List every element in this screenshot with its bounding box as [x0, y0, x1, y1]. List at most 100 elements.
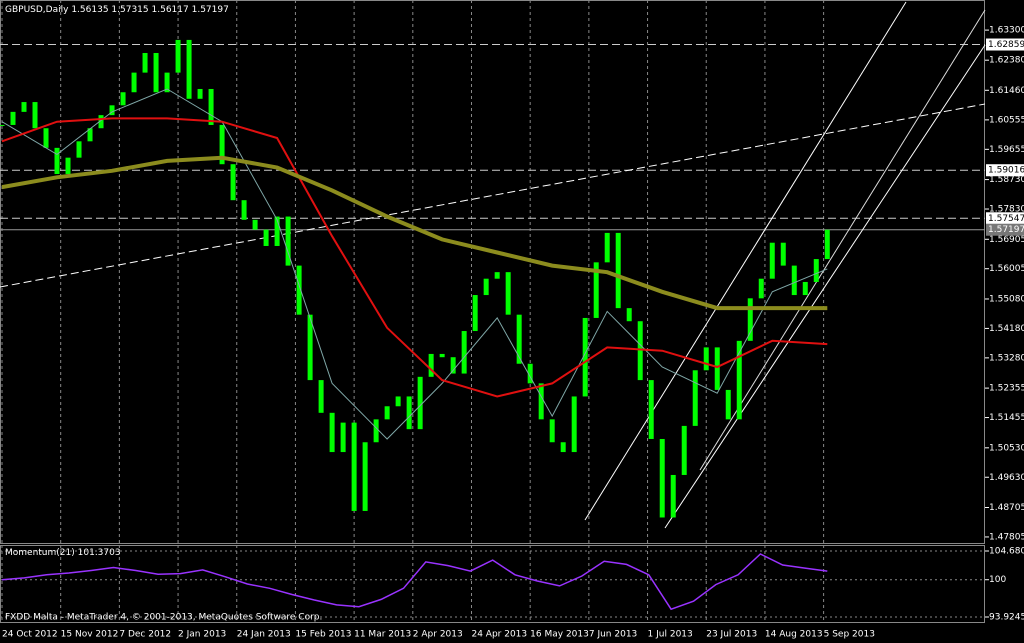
candle: [769, 242, 775, 279]
candle: [43, 128, 49, 148]
candle: [505, 272, 511, 315]
candle: [219, 124, 225, 165]
x-tick-label: 2 Apr 2013: [413, 630, 463, 640]
current-price-label: 1.57197: [988, 225, 1024, 235]
candle: [329, 412, 335, 453]
y-tick-label: 1.49630: [989, 473, 1024, 483]
candle: [153, 52, 159, 93]
y-tick-label: 1.52355: [989, 384, 1024, 394]
candle: [65, 157, 71, 175]
candle: [252, 219, 258, 230]
y-tick-label: 1.61460: [989, 86, 1024, 96]
candle: [186, 39, 192, 99]
candle: [384, 406, 390, 420]
candle: [549, 419, 555, 443]
y-tick-label: 1.50530: [989, 443, 1024, 453]
candle: [450, 357, 456, 374]
y-tick-label: 104.6803: [989, 547, 1024, 557]
high: 1.57315: [111, 5, 148, 15]
open: 1.56135: [71, 5, 108, 15]
y-tick-label: 1.60555: [989, 115, 1024, 125]
indicator-panel-frame: [0, 545, 985, 623]
candle: [10, 111, 16, 125]
symbol: GBPUSD,Daily: [5, 5, 69, 15]
candle: [307, 314, 313, 381]
candle: [483, 278, 489, 296]
close: 1.57197: [192, 5, 229, 15]
candle: [813, 259, 819, 282]
trendline: [0, 103, 986, 288]
candle: [395, 396, 401, 407]
candle: [142, 52, 148, 73]
indicator-name: Momentum(21): [5, 548, 75, 558]
y-tick-label: 1.51455: [989, 413, 1024, 423]
candle: [747, 298, 753, 341]
plot: [0, 39, 830, 611]
candle: [472, 295, 478, 332]
candle: [406, 396, 412, 430]
main-panel-frame: [0, 0, 985, 544]
y-tick-label: 1.57830: [989, 205, 1024, 215]
candle: [439, 353, 445, 358]
candle: [637, 321, 643, 381]
candle: [164, 72, 170, 93]
candle: [175, 39, 181, 73]
x-tick-label: 7 Jun 2013: [589, 630, 637, 640]
candle: [692, 370, 698, 426]
candle: [263, 229, 269, 246]
x-tick-label: 2 Jan 2013: [178, 630, 226, 640]
x-tick-label: 24 Oct 2012: [2, 630, 58, 640]
candle: [648, 380, 654, 439]
y-tick-label: 1.55080: [989, 294, 1024, 304]
candle: [428, 353, 434, 377]
candle: [109, 105, 115, 116]
y-tick-label: 1.56905: [989, 235, 1024, 245]
price-level-label: 1.62859: [988, 40, 1024, 50]
candle: [98, 115, 104, 129]
candle: [120, 92, 126, 106]
y-tick-label: 1.58730: [989, 175, 1024, 185]
candle: [681, 425, 687, 475]
y-tick-label: 1.62380: [989, 56, 1024, 66]
candle: [791, 265, 797, 296]
candle: [274, 216, 280, 246]
candle: [824, 229, 830, 260]
x-tick-label: 11 Mar 2013: [354, 630, 411, 640]
x-tick-label: 23 Jul 2013: [706, 630, 757, 640]
candle: [318, 380, 324, 413]
candle: [351, 422, 357, 511]
candle: [593, 262, 599, 318]
y-tick-label: 100: [989, 575, 1006, 585]
y-tick-label: 1.54180: [989, 324, 1024, 334]
candle: [87, 128, 93, 142]
y-tick-label: 1.47805: [989, 532, 1024, 542]
price-level-label: 1.59016: [988, 166, 1024, 176]
channel-line: [664, 44, 986, 529]
candle: [208, 88, 214, 125]
x-tick-label: 15 Feb 2013: [295, 630, 351, 640]
price-level-label: 1.57547: [988, 214, 1024, 224]
moving-average: [1, 117, 828, 398]
trendlines: [0, 1, 986, 529]
moving-average: [1, 155, 828, 311]
candle: [538, 383, 544, 420]
candle: [582, 317, 588, 397]
channel-line: [699, 9, 986, 471]
price-level-box: [986, 164, 1024, 177]
y-tick-label: 1.63300: [989, 26, 1024, 36]
candle: [604, 232, 610, 263]
candle: [21, 102, 27, 112]
y-tick-label: 93.9245: [989, 613, 1024, 623]
candle: [362, 442, 368, 511]
y-tick-label: 1.53280: [989, 353, 1024, 363]
candle: [703, 347, 709, 371]
x-tick-label: 24 Apr 2013: [471, 630, 527, 640]
x-tick-label: 15 Nov 2012: [61, 630, 119, 640]
candle: [780, 242, 786, 266]
y-tick-label: 1.59655: [989, 145, 1024, 155]
candle: [494, 272, 500, 279]
candle: [296, 265, 302, 315]
indicator-header: Momentum(21) 101.3703: [5, 548, 121, 558]
